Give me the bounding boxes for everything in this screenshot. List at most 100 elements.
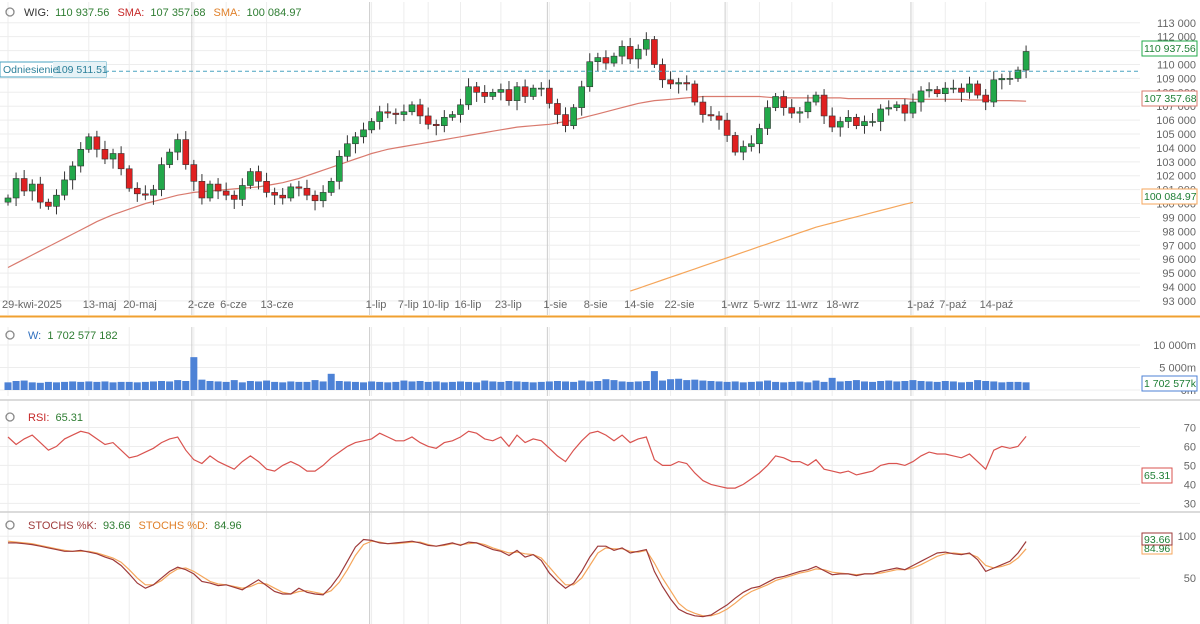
rsi-line: [7, 430, 1027, 489]
candle-body: [101, 149, 109, 160]
candle-body: [546, 87, 553, 104]
candle-body: [707, 114, 715, 117]
volume-bar: [440, 382, 448, 390]
legend-settings-icon[interactable]: [5, 330, 15, 340]
candle-body: [303, 187, 311, 196]
candle-body: [432, 123, 440, 126]
y-tick-label: 94 000: [1162, 282, 1196, 294]
volume-bar: [772, 381, 780, 390]
candle-body: [901, 104, 909, 114]
volume-bar: [626, 381, 634, 390]
y-tick-label: 100: [1178, 531, 1196, 543]
volume-bar: [238, 382, 246, 390]
volume-bar: [174, 380, 182, 390]
candle-body: [820, 94, 828, 117]
y-tick-label: 113 000: [1157, 18, 1196, 30]
sma-long-line-group: [630, 201, 914, 292]
volume-bar: [747, 381, 755, 390]
volume-bar: [85, 381, 93, 390]
volume-bar: [553, 381, 561, 390]
x-tick-label: 11-wrz: [786, 299, 818, 311]
legend-rsi-label: RSI:: [28, 412, 49, 424]
candle-body: [4, 197, 12, 203]
candle-body: [182, 139, 190, 165]
volume-bar: [974, 380, 982, 390]
legend-rsi-value: 65.31: [55, 412, 83, 424]
volume-bar: [376, 381, 384, 390]
legend-volume-value: 1 702 577 182: [47, 330, 117, 342]
volume-bar: [828, 377, 836, 390]
x-tick-label: 18-wrz: [826, 299, 859, 311]
x-tick-label: 23-lip: [495, 299, 522, 311]
x-tick-label: 8-sie: [584, 299, 608, 311]
volume-bar: [101, 381, 109, 390]
candle-body: [85, 136, 93, 150]
volume-bar: [214, 381, 222, 390]
sma-short-line: [7, 95, 1027, 269]
candle-body: [537, 87, 545, 90]
volume-bar: [448, 381, 456, 390]
volume-bar: [416, 381, 424, 390]
candle-body: [933, 89, 941, 94]
rsi-tag: 65.31: [1144, 470, 1170, 482]
legend-settings-icon[interactable]: [5, 520, 15, 530]
volume-bar: [804, 382, 812, 390]
volume-bar: [925, 381, 933, 390]
candle-body: [917, 90, 925, 103]
volume-tag: 1 702 577k: [1144, 378, 1197, 390]
volume-bar: [77, 381, 85, 390]
stoch-k-line: [8, 538, 1027, 618]
y-tick-label: 40: [1184, 479, 1196, 491]
volume-bar: [384, 382, 392, 390]
volume-bar: [230, 380, 238, 390]
x-tick-label: 13-cze: [261, 299, 294, 311]
month-separators: [191, 2, 912, 624]
candle-body: [578, 86, 585, 108]
candle-body: [327, 180, 335, 193]
x-tick-label: 7-lip: [398, 299, 419, 311]
candle-body: [214, 183, 222, 192]
reference-label: Odniesienie 109 511.51: [0, 61, 108, 78]
candle-body: [788, 107, 796, 114]
svg-text:WIG: 110 937.56 SM: WIG: 110 937.56 SMA: 107 357.68 SMA: 100…: [24, 7, 302, 19]
volume-bar: [133, 382, 141, 390]
volume-bar: [392, 381, 400, 390]
x-tick-label: 2-cze: [188, 299, 215, 311]
candle-body: [796, 111, 804, 114]
candle-body: [659, 64, 666, 81]
volume-bar: [190, 357, 198, 390]
volume-bar: [885, 380, 893, 390]
y-tick-label: 95 000: [1162, 268, 1196, 280]
rsi-legend: RSI: 65.31: [5, 412, 83, 424]
y-tick-label: 50: [1184, 573, 1196, 585]
y-tick-label: 50: [1184, 460, 1196, 472]
candle-body: [125, 168, 133, 189]
y-tick-label: 30: [1184, 498, 1196, 510]
volume-bar: [764, 380, 772, 390]
candle-body: [481, 92, 489, 97]
volume-bar: [650, 371, 658, 390]
legend-settings-icon[interactable]: [5, 412, 15, 422]
y-tick-label: 99 000: [1162, 212, 1196, 224]
candle-body: [885, 107, 893, 110]
legend-sma1-value: 107 357.68: [150, 7, 205, 19]
volume-bar: [303, 381, 311, 390]
legend-sma2-value: 100 084.97: [247, 7, 302, 19]
volume-bar: [990, 381, 998, 390]
candle-body: [352, 136, 359, 145]
volume-bar: [739, 382, 747, 390]
candle-body: [150, 189, 157, 196]
volume-bar: [52, 382, 60, 390]
legend-sma2-label: SMA:: [214, 7, 241, 19]
volume-bar: [20, 380, 28, 390]
candle-body: [206, 183, 214, 199]
legend-settings-icon[interactable]: [5, 7, 15, 17]
volume-bar: [715, 381, 723, 390]
volume-bar: [497, 381, 505, 390]
volume-bar: [545, 381, 553, 390]
candle-body: [925, 89, 933, 92]
volume-bar: [166, 381, 174, 390]
grid-lines: [0, 2, 1140, 624]
